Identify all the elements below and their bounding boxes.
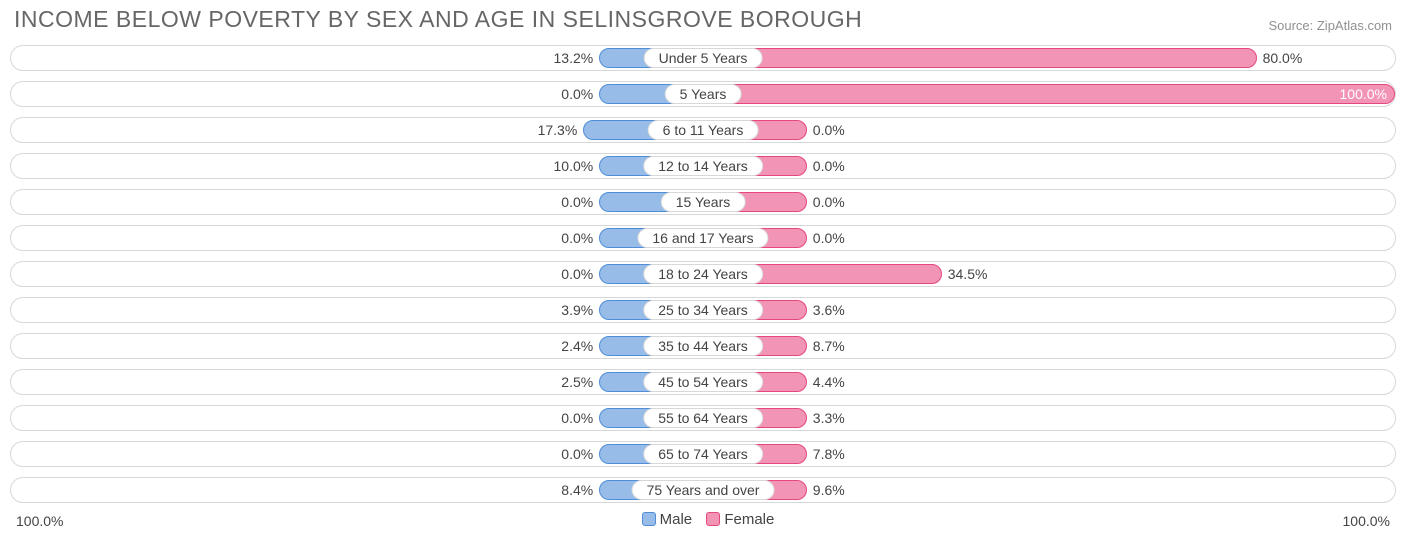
chart-row: 3.9% 3.6% 25 to 34 Years bbox=[10, 297, 1396, 323]
chart-row: 8.4% 9.6% 75 Years and over bbox=[10, 477, 1396, 503]
legend: Male Female bbox=[10, 511, 1396, 528]
category-label: 15 Years bbox=[661, 192, 746, 212]
category-label: 5 Years bbox=[665, 84, 742, 104]
category-label: 55 to 64 Years bbox=[643, 408, 763, 428]
legend-label-female: Female bbox=[724, 511, 774, 528]
category-label: 18 to 24 Years bbox=[643, 264, 763, 284]
chart-row: 13.2% 80.0% Under 5 Years bbox=[10, 45, 1396, 71]
pct-male: 2.5% bbox=[561, 374, 593, 390]
pct-female: 7.8% bbox=[813, 446, 845, 462]
category-label: 16 and 17 Years bbox=[637, 228, 768, 248]
pct-male: 0.0% bbox=[561, 86, 593, 102]
chart-row: 0.0% 0.0% 16 and 17 Years bbox=[10, 225, 1396, 251]
category-label: 25 to 34 Years bbox=[643, 300, 763, 320]
category-label: 65 to 74 Years bbox=[643, 444, 763, 464]
pct-male: 2.4% bbox=[561, 338, 593, 354]
chart-row: 0.0% 3.3% 55 to 64 Years bbox=[10, 405, 1396, 431]
legend-swatch-male bbox=[642, 512, 656, 526]
pct-male: 3.9% bbox=[561, 302, 593, 318]
pct-female: 8.7% bbox=[813, 338, 845, 354]
chart-title: INCOME BELOW POVERTY BY SEX AND AGE IN S… bbox=[14, 6, 862, 33]
chart-row: 2.4% 8.7% 35 to 44 Years bbox=[10, 333, 1396, 359]
chart-row: 10.0% 0.0% 12 to 14 Years bbox=[10, 153, 1396, 179]
pct-female: 100.0% bbox=[1340, 86, 1387, 102]
pct-male: 0.0% bbox=[561, 446, 593, 462]
chart-row: 17.3% 0.0% 6 to 11 Years bbox=[10, 117, 1396, 143]
chart-container: INCOME BELOW POVERTY BY SEX AND AGE IN S… bbox=[0, 0, 1406, 538]
legend-label-male: Male bbox=[660, 511, 693, 528]
bar-female bbox=[703, 48, 1257, 68]
pct-male: 0.0% bbox=[561, 230, 593, 246]
pct-male: 8.4% bbox=[561, 482, 593, 498]
pct-male: 17.3% bbox=[538, 122, 578, 138]
chart-row: 0.0% 7.8% 65 to 74 Years bbox=[10, 441, 1396, 467]
pct-female: 0.0% bbox=[813, 230, 845, 246]
pct-female: 3.3% bbox=[813, 410, 845, 426]
axis-right-label: 100.0% bbox=[1343, 513, 1390, 529]
pct-male: 0.0% bbox=[561, 266, 593, 282]
pct-male: 0.0% bbox=[561, 410, 593, 426]
category-label: 6 to 11 Years bbox=[648, 120, 759, 140]
pct-female: 80.0% bbox=[1263, 50, 1303, 66]
pct-female: 4.4% bbox=[813, 374, 845, 390]
pct-female: 0.0% bbox=[813, 122, 845, 138]
category-label: 35 to 44 Years bbox=[643, 336, 763, 356]
pct-female: 9.6% bbox=[813, 482, 845, 498]
category-label: 45 to 54 Years bbox=[643, 372, 763, 392]
chart-row: 2.5% 4.4% 45 to 54 Years bbox=[10, 369, 1396, 395]
category-label: Under 5 Years bbox=[644, 48, 763, 68]
pct-male: 0.0% bbox=[561, 194, 593, 210]
bar-female bbox=[703, 84, 1395, 104]
chart-row: 0.0% 0.0% 15 Years bbox=[10, 189, 1396, 215]
chart-rows: 13.2% 80.0% Under 5 Years 0.0% 100.0% 5 Years… bbox=[10, 45, 1396, 503]
pct-male: 13.2% bbox=[554, 50, 594, 66]
chart-source: Source: ZipAtlas.com bbox=[1268, 18, 1392, 33]
chart-row: 0.0% 34.5% 18 to 24 Years bbox=[10, 261, 1396, 287]
pct-male: 10.0% bbox=[554, 158, 594, 174]
chart-header: INCOME BELOW POVERTY BY SEX AND AGE IN S… bbox=[10, 6, 1396, 33]
category-label: 12 to 14 Years bbox=[643, 156, 763, 176]
legend-swatch-female bbox=[706, 512, 720, 526]
pct-female: 0.0% bbox=[813, 158, 845, 174]
pct-female: 0.0% bbox=[813, 194, 845, 210]
category-label: 75 Years and over bbox=[632, 480, 775, 500]
pct-female: 3.6% bbox=[813, 302, 845, 318]
axis-left-label: 100.0% bbox=[16, 513, 63, 529]
chart-row: 0.0% 100.0% 5 Years bbox=[10, 81, 1396, 107]
pct-female: 34.5% bbox=[948, 266, 988, 282]
